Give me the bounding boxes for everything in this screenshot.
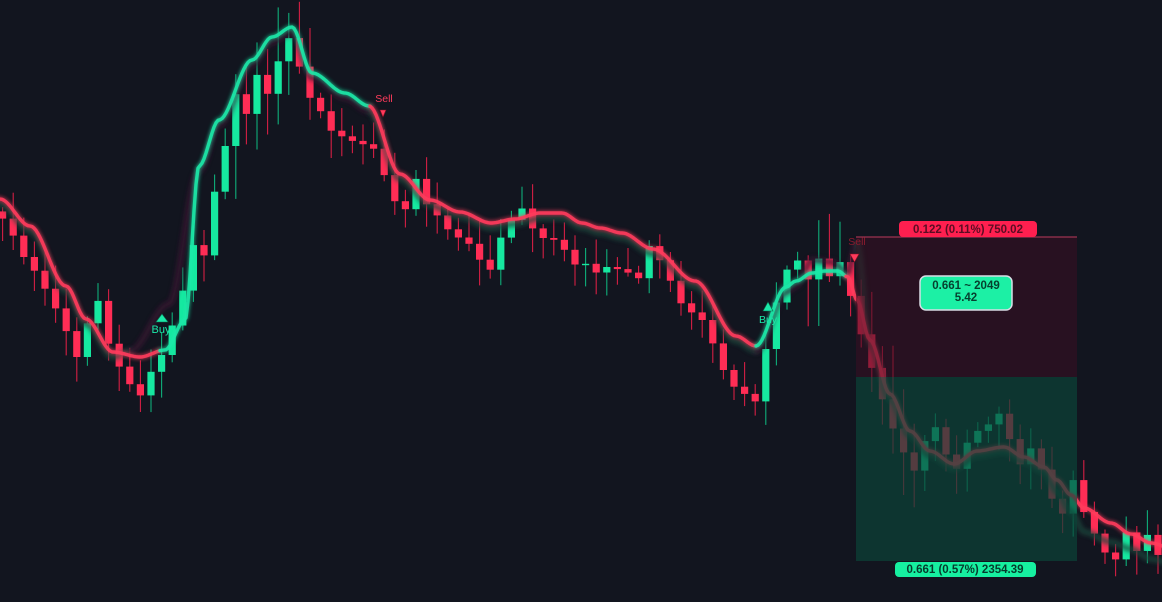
svg-text:0.661 (0.57%) 2354.39: 0.661 (0.57%) 2354.39 — [906, 564, 1023, 576]
svg-text:Sell: Sell — [375, 93, 393, 105]
svg-text:5.42: 5.42 — [955, 292, 977, 304]
svg-text:Sell: Sell — [848, 236, 866, 248]
svg-text:0.661 ~ 2049: 0.661 ~ 2049 — [932, 280, 999, 292]
svg-text:Buy: Buy — [759, 314, 778, 326]
svg-text:Buy: Buy — [152, 324, 171, 336]
svg-text:0.122 (0.11%) 750.02: 0.122 (0.11%) 750.02 — [913, 224, 1023, 236]
